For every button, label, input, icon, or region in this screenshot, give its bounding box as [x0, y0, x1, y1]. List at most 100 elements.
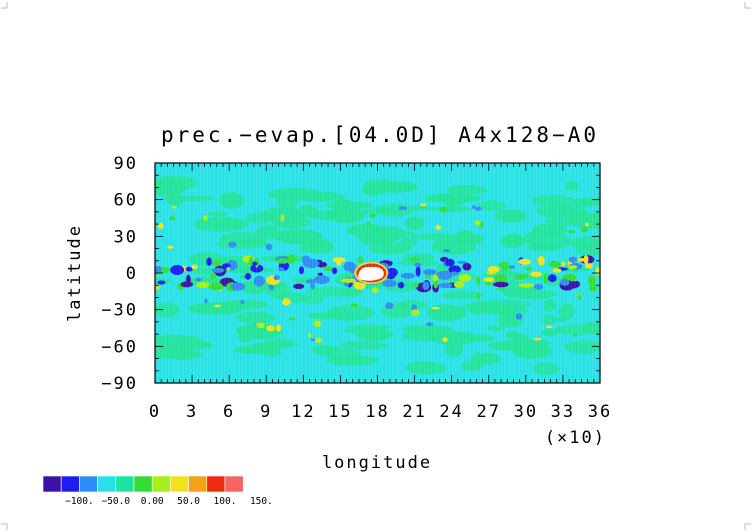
contour-patch — [446, 185, 487, 195]
contour-patch — [206, 257, 212, 266]
contour-patch — [407, 361, 436, 371]
contour-patch — [405, 216, 425, 230]
contour-patch — [155, 284, 161, 290]
colorbar-tick-label: 50.0 — [177, 496, 200, 507]
contour-patch — [219, 232, 268, 246]
contour-patch — [386, 271, 396, 280]
x-scale-note: (×10) — [545, 428, 606, 448]
contour-patch — [541, 328, 559, 337]
contour-patch — [273, 275, 280, 281]
contour-patch — [589, 283, 598, 292]
contour-patch — [165, 349, 203, 360]
contour-patch — [425, 322, 434, 327]
contour-patch — [476, 292, 480, 300]
contour-patch — [413, 282, 419, 288]
y-tick-label: 60 — [114, 191, 138, 211]
contour-patch — [548, 261, 562, 268]
contour-patch — [157, 280, 166, 285]
contour-patch — [518, 258, 532, 265]
contour-patch — [474, 206, 482, 211]
contour-patch — [287, 254, 296, 264]
contour-patch — [468, 301, 486, 316]
contour-patch — [213, 304, 222, 308]
contour-patch — [422, 281, 430, 291]
contour-patch — [155, 179, 189, 195]
contour-patch — [335, 203, 353, 220]
contour-patch — [415, 266, 421, 277]
contour-patch — [157, 222, 164, 229]
y-axis-ticks: 90 60 30 0 −30 −60 −90 — [101, 154, 138, 394]
contour-patch — [512, 342, 553, 359]
plot-area — [154, 162, 601, 384]
colorbar-swatch — [79, 475, 98, 493]
contour-patch — [191, 264, 198, 270]
contour-patch — [564, 340, 600, 354]
contour-patch — [155, 278, 173, 284]
x-tick-label: 24 — [439, 402, 463, 422]
contour-patch — [155, 302, 180, 318]
x-tick-label: 0 — [149, 402, 161, 422]
contour-patch — [469, 335, 496, 342]
contour-patch — [552, 268, 562, 273]
contour-patch — [457, 260, 468, 264]
contour-patch — [461, 360, 483, 372]
colorbar-tick-label: −50.0 — [101, 496, 130, 507]
contour-patch — [441, 194, 465, 207]
contour-patch — [543, 273, 548, 284]
colorbar-tick-label: 100. — [214, 496, 237, 507]
contour-patch — [426, 304, 467, 322]
contour-patch — [515, 313, 523, 320]
contour-patch — [588, 275, 596, 285]
contour-patch — [559, 279, 570, 286]
contour-patch — [336, 256, 342, 267]
x-tick-label: 6 — [223, 402, 235, 422]
contour-patch — [375, 181, 419, 193]
contour-patch — [574, 280, 580, 288]
contour-patch — [568, 256, 578, 263]
contour-patch — [382, 279, 397, 288]
x-tick-label: 21 — [402, 402, 426, 422]
contour-patch — [584, 263, 593, 269]
x-axis-ticks: 0 3 6 9 12 15 18 21 24 27 30 33 36 — [149, 402, 610, 422]
contour-patch — [189, 267, 219, 275]
contour-patch — [489, 305, 516, 315]
contour-patch — [565, 180, 579, 191]
contour-patch — [216, 300, 269, 310]
minor-ticks — [154, 162, 601, 384]
contour-patch — [170, 265, 185, 275]
contour-patch — [230, 282, 246, 291]
contour-patch — [208, 283, 224, 291]
contour-patch — [444, 339, 464, 357]
contour-patch — [235, 311, 276, 324]
x-tick-label: 3 — [186, 402, 198, 422]
contour-patch — [265, 243, 273, 251]
contour-patch — [476, 352, 501, 365]
contour-patch — [492, 281, 509, 288]
contour-patch — [440, 206, 447, 213]
contour-patch — [420, 203, 427, 207]
contour-patch — [561, 261, 566, 267]
y-tick-label: −30 — [101, 301, 138, 321]
contour-patch — [509, 265, 516, 269]
contour-patch — [575, 244, 600, 256]
contour-patch — [367, 221, 371, 226]
contour-patch — [343, 328, 388, 334]
contour-patch — [203, 215, 208, 222]
contour-patch — [501, 265, 511, 271]
y-tick-label: −90 — [101, 374, 138, 394]
contour-patch — [301, 255, 311, 264]
contour-patch — [338, 288, 363, 297]
contour-patch — [280, 214, 285, 222]
x-tick-label: 30 — [514, 402, 538, 422]
contour-patch — [453, 281, 465, 289]
contour-patch — [548, 274, 557, 283]
contour-patch — [476, 276, 481, 286]
contour-patch — [299, 266, 304, 275]
contour-patch — [180, 281, 193, 288]
colorbar-swatch — [206, 475, 226, 493]
y-tick-label: −60 — [101, 337, 138, 357]
contour-patch — [167, 245, 174, 249]
contour-patch — [276, 324, 281, 332]
contour-patch — [325, 348, 361, 360]
